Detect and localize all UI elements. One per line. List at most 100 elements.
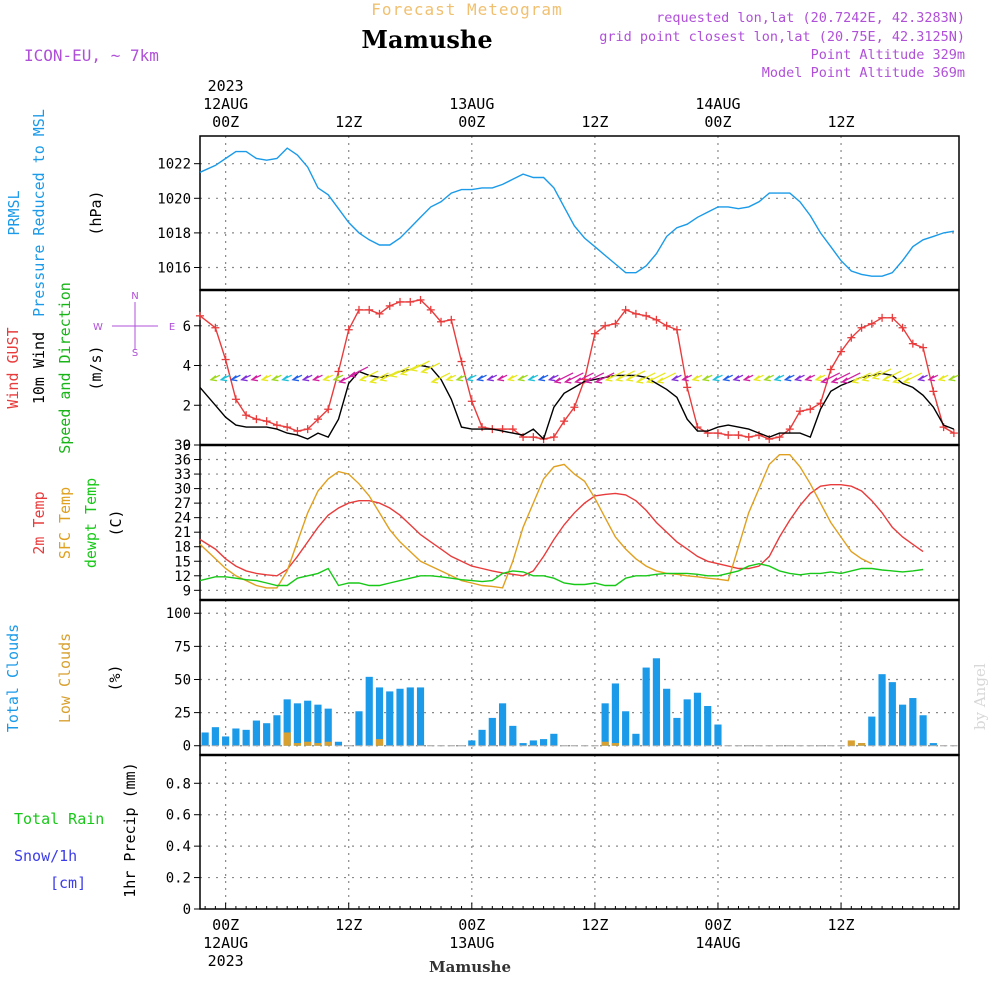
y-tick-label: 39 xyxy=(174,438,191,454)
gust-marker xyxy=(734,431,743,440)
wind-arrow-head xyxy=(486,375,494,382)
wind-arrow-head xyxy=(594,377,603,384)
total-cloud-bar xyxy=(314,704,322,746)
gust-marker xyxy=(313,415,322,424)
gust-marker xyxy=(652,315,661,324)
wind-arrow-head xyxy=(229,375,238,382)
wind-arrow-head xyxy=(625,375,634,382)
total-cloud-bar xyxy=(273,715,281,746)
wind-arrow xyxy=(368,372,389,384)
wind-arrow xyxy=(804,374,816,382)
wind-arrow-shaft xyxy=(554,372,574,383)
wind-arrow-shaft xyxy=(585,372,605,383)
wind-arrow-head xyxy=(332,375,341,382)
wind-arrow xyxy=(830,372,851,384)
gust-marker xyxy=(785,425,794,434)
wind-arrow xyxy=(604,370,625,382)
wind-arrow xyxy=(670,374,682,382)
total-cloud-bar xyxy=(601,703,609,746)
y-tick-label: 4 xyxy=(183,359,191,375)
wind-arrow-head xyxy=(496,375,505,382)
wind-arrow xyxy=(219,374,231,382)
wind-arrow-head xyxy=(892,377,900,384)
y-tick-label: 0.8 xyxy=(166,776,191,792)
panel-frame xyxy=(199,599,960,756)
panel-label-wind: Speed and Direction xyxy=(56,282,74,454)
total-cloud-bar xyxy=(540,739,548,746)
total-cloud-bar xyxy=(242,729,250,746)
wind-arrow-head xyxy=(476,375,484,382)
gust-marker xyxy=(929,387,938,396)
total-cloud-bar xyxy=(201,732,209,746)
total-cloud-bar xyxy=(632,733,640,746)
low-cloud-bar xyxy=(283,732,291,746)
wind-arrow-shaft xyxy=(339,372,359,383)
wind-arrow-shaft xyxy=(657,372,676,383)
low-cloud-bar xyxy=(293,743,302,746)
wind-arrow-shaft xyxy=(842,372,861,383)
series-line-10m-wind xyxy=(199,364,955,441)
gust-marker xyxy=(898,323,907,332)
y-tick-label: 2 xyxy=(183,398,191,414)
total-cloud-bar xyxy=(468,740,476,746)
y-tick-label: 0 xyxy=(183,902,191,918)
gust-marker xyxy=(529,433,538,442)
wind-arrow-shaft xyxy=(390,366,410,377)
watermark: by Angel xyxy=(971,663,989,730)
wind-arrow xyxy=(752,374,764,382)
wind-arrow-shaft xyxy=(370,372,389,383)
total-cloud-bar xyxy=(529,740,537,746)
gust-marker xyxy=(724,431,733,440)
wind-arrow-shaft xyxy=(903,372,923,383)
wind-arrow-head xyxy=(947,375,956,382)
wind-arrow-head xyxy=(547,375,556,382)
panel-label-clouds: Total Clouds xyxy=(4,624,22,732)
low-cloud-bar xyxy=(304,741,312,746)
wind-arrow-head xyxy=(250,375,259,382)
low-cloud-bar xyxy=(847,740,855,746)
total-cloud-bar xyxy=(642,667,650,746)
wind-arrow-head xyxy=(219,375,228,382)
gust-marker xyxy=(303,425,312,434)
panel-clouds: 0 25 50 75 100 xyxy=(166,598,960,756)
wind-arrow xyxy=(311,374,323,382)
wind-arrow-shaft xyxy=(616,370,635,381)
bottom-time-label: 2023 xyxy=(208,952,244,970)
gust-marker xyxy=(478,423,487,432)
bottom-time-label: 00Z xyxy=(212,916,239,934)
gust-marker xyxy=(826,365,835,374)
top-time-label: 12AUG xyxy=(203,95,248,113)
wind-arrow xyxy=(476,374,487,382)
gust-marker xyxy=(365,305,374,314)
series-line-sfc-temp xyxy=(199,454,873,589)
y-tick-label: 100 xyxy=(166,606,191,622)
top-time-label: 13AUG xyxy=(449,95,494,113)
wind-arrow xyxy=(358,370,379,382)
wind-arrow xyxy=(892,372,912,384)
gust-marker xyxy=(396,297,405,306)
gust-marker xyxy=(457,357,466,366)
gust-marker xyxy=(549,433,558,442)
total-cloud-bar xyxy=(211,727,219,746)
panel-precip: 0 0.2 0.4 0.6 0.8 xyxy=(166,753,960,918)
wind-arrow-head xyxy=(814,375,823,382)
total-cloud-bar xyxy=(304,700,312,746)
total-cloud-bar xyxy=(334,741,343,746)
y-tick-label: 9 xyxy=(183,583,191,599)
panel-label-temperature: (C) xyxy=(107,509,125,536)
total-cloud-bar xyxy=(888,682,896,746)
y-tick-label: 25 xyxy=(174,706,191,722)
gust-marker xyxy=(867,319,876,328)
gust-marker xyxy=(837,347,846,356)
wind-arrow xyxy=(793,374,805,382)
gust-marker xyxy=(713,429,722,438)
precip-labels: Total Rain Snow/1h [cm] 1hr Precip (mm) xyxy=(14,762,139,897)
low-cloud-bar xyxy=(601,741,609,746)
wind-arrow xyxy=(881,370,902,382)
wind-arrow-shaft xyxy=(595,372,615,383)
gust-marker xyxy=(242,411,251,420)
panel-frame xyxy=(199,754,960,910)
gust-marker xyxy=(560,417,569,426)
total-cloud-bar xyxy=(365,676,373,746)
panel-label-wind: Wind GUST xyxy=(4,327,22,408)
